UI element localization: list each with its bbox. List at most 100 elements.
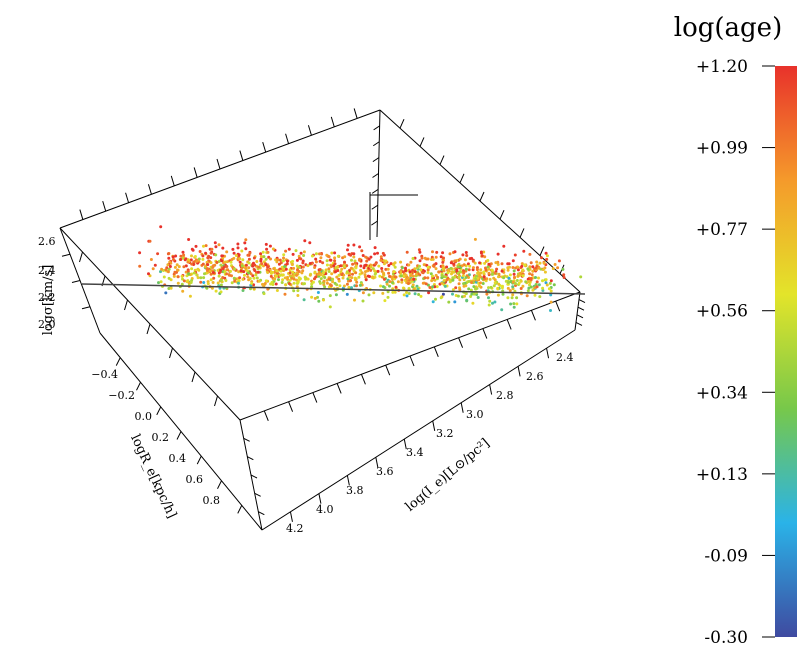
scatter-point [518, 282, 521, 285]
tick-bc-6 [386, 365, 390, 375]
scatter-point [202, 281, 205, 284]
scatter-point [279, 259, 282, 262]
scatter-point [517, 274, 520, 277]
scatter-point [490, 286, 493, 289]
scatter-point [365, 278, 368, 281]
scatter-point [405, 278, 408, 281]
tick-ab-7 [215, 396, 218, 406]
scatter-point [539, 262, 542, 265]
scatter-point [519, 272, 522, 275]
scatter-point [412, 275, 415, 278]
scatter-point [530, 261, 533, 264]
scatter-point [520, 265, 523, 268]
scatter-point [457, 295, 460, 298]
scatter-point [517, 268, 520, 271]
scatter-point [257, 271, 260, 274]
scatter-point [497, 283, 500, 286]
scatter-point [393, 270, 396, 273]
scatter-point [191, 248, 194, 251]
cbar-tick-label-3: +0.56 [696, 302, 748, 322]
scatter-point [260, 258, 263, 261]
scatter-point [214, 253, 217, 256]
scatter-point [220, 290, 223, 293]
scatter-point [526, 267, 529, 270]
scatter-point [418, 248, 421, 251]
scatter-point [438, 271, 441, 274]
scatter-point [190, 281, 193, 284]
scatter-point [484, 268, 487, 271]
scatter-point [542, 268, 545, 271]
scatter-point [281, 278, 284, 281]
scatter-point [435, 256, 438, 259]
scatter-point [388, 280, 391, 283]
scatter-point [221, 247, 224, 250]
scatter-point [550, 279, 553, 282]
scatter-point [256, 277, 259, 280]
cbar-tick-label-7: -0.30 [704, 628, 748, 648]
scatter-point [335, 283, 338, 286]
scatter-point [199, 250, 202, 253]
scatter-point [199, 281, 202, 284]
scatter-point [291, 263, 294, 266]
scatter-point [254, 273, 257, 276]
scatter-point [427, 266, 430, 269]
scatter-point [477, 271, 480, 274]
scatter-point [462, 274, 465, 277]
tick-bc-7 [410, 356, 414, 366]
scatter-point [313, 272, 316, 275]
scatter-point [403, 287, 406, 290]
scatter-point [278, 263, 281, 266]
scatter-point [247, 266, 250, 269]
scatter-point [513, 273, 516, 276]
scatter-point [182, 254, 185, 257]
scatter-point [253, 277, 256, 280]
scatter-point [243, 241, 246, 244]
scatter-point [397, 280, 400, 283]
scatter-point [562, 273, 565, 276]
scatter-point [420, 295, 423, 298]
scatter-point [195, 245, 198, 248]
scatter-point [298, 266, 301, 269]
scatter-point [362, 291, 365, 294]
scatter-point [238, 257, 241, 260]
y-tick-label-9: 4.2 [286, 522, 304, 535]
tick-cc2-4 [576, 322, 582, 325]
scatter-point [434, 298, 437, 301]
scatter-point [443, 279, 446, 282]
scatter-point [269, 245, 272, 248]
scatter-point [527, 280, 530, 283]
scatter-point [458, 282, 461, 285]
scatter-point [383, 262, 386, 265]
tick-dc-3 [440, 156, 444, 165]
scatter-point [320, 277, 323, 280]
scatter-point [195, 274, 198, 277]
scatter-point [417, 293, 420, 296]
scatter-point [545, 258, 548, 261]
scatter-point [176, 263, 179, 266]
tick-dd2-5 [372, 189, 378, 193]
scatter-point [174, 255, 177, 258]
scatter-point [409, 261, 412, 264]
scatter-point [247, 272, 250, 275]
scatter-point [243, 274, 246, 277]
scatter-point [364, 256, 367, 259]
scatter-point [376, 252, 379, 255]
scatter-point [326, 264, 329, 267]
scatter-point [255, 260, 258, 263]
scatter-point [343, 265, 346, 268]
scatter-point [468, 265, 471, 268]
scatter-point [472, 266, 475, 269]
scatter-point [283, 265, 286, 268]
scatter-point [449, 252, 452, 255]
scatter-point [253, 257, 256, 260]
scatter-point [422, 271, 425, 274]
scatter-point [365, 264, 368, 267]
scatter-point [368, 258, 371, 261]
scatter-point [388, 275, 391, 278]
scatter-point [206, 256, 209, 259]
tick-b2c2-9 [518, 366, 520, 376]
scatter-point [494, 261, 497, 264]
scatter-point [333, 251, 336, 254]
scatter-points [138, 225, 582, 312]
scatter-point [212, 265, 215, 268]
